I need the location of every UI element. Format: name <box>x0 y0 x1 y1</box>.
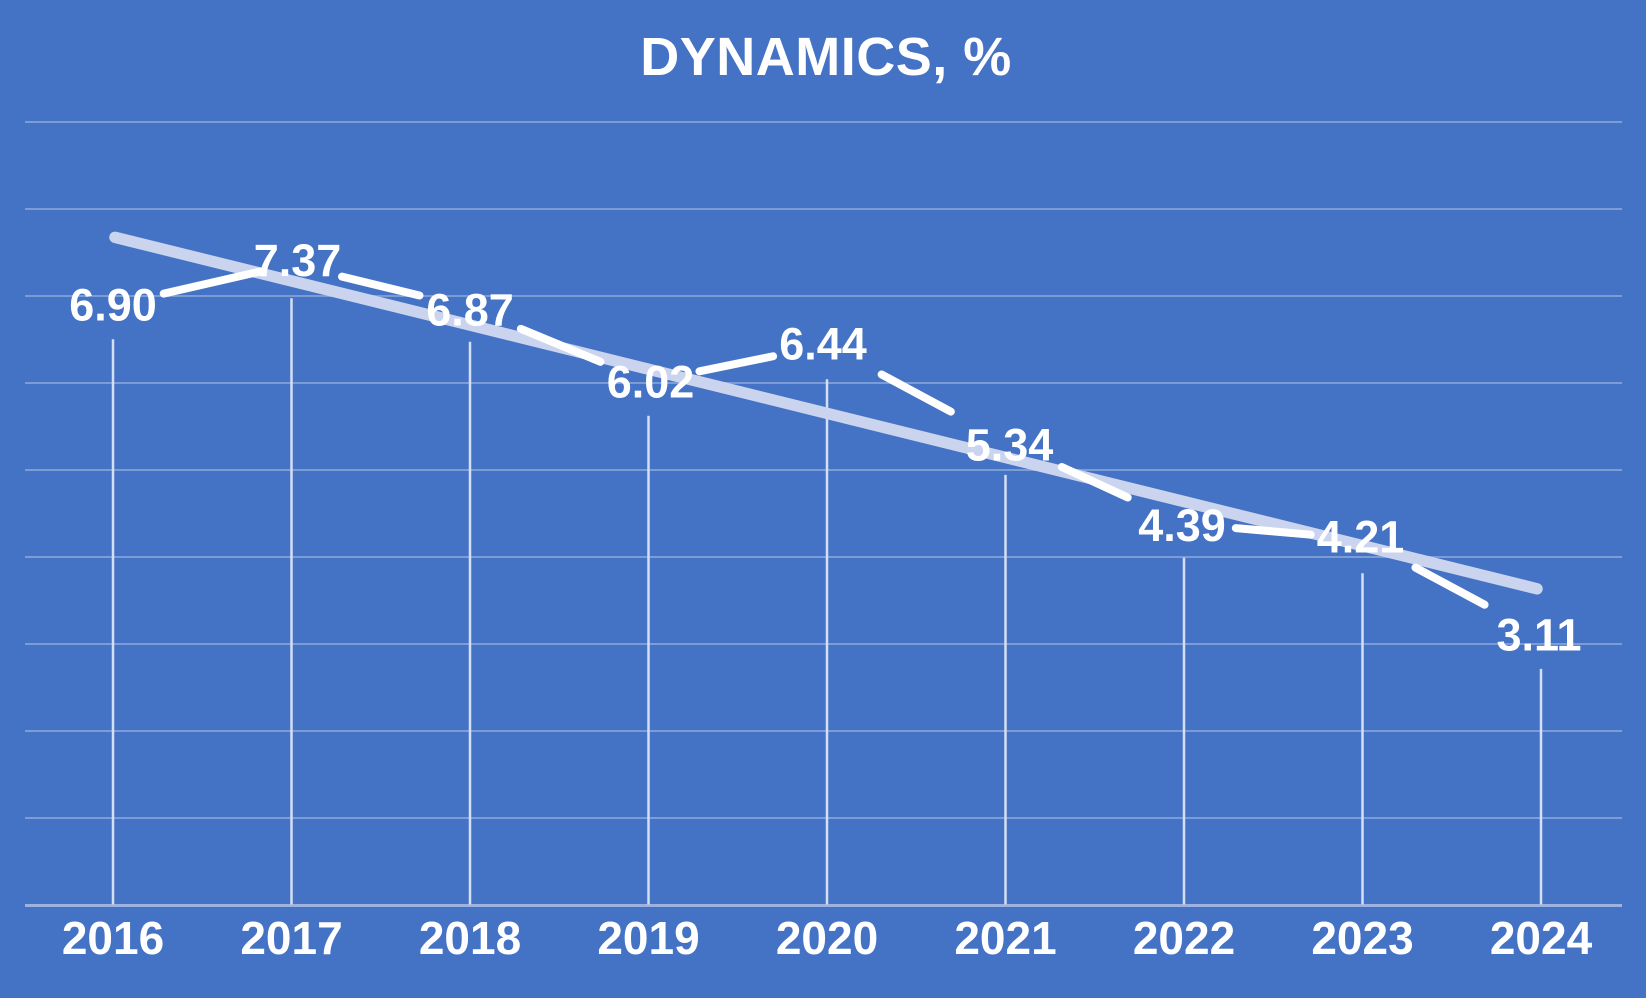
data-label: 7.37 <box>254 235 342 286</box>
data-label: 6.87 <box>426 284 514 335</box>
x-axis-label: 2020 <box>776 912 878 964</box>
x-axis-label: 2018 <box>419 912 521 964</box>
series-segment <box>1411 563 1489 609</box>
data-label: 5.34 <box>966 419 1054 470</box>
x-axis-label: 2016 <box>62 912 164 964</box>
data-label: 3.11 <box>1496 609 1581 660</box>
data-labels-group: 6.90 7.37 6.87 6.02 6.44 5.34 4.39 4.21 3.11 <box>69 235 1581 661</box>
series-segment <box>695 352 778 376</box>
series-segment <box>516 324 605 366</box>
series-segment <box>159 267 265 298</box>
drop-lines-group <box>111 298 1543 905</box>
x-axis-label: 2023 <box>1311 912 1413 964</box>
x-axis-label: 2021 <box>954 912 1056 964</box>
data-label: 6.02 <box>607 356 695 407</box>
x-axis-label: 2017 <box>240 912 342 964</box>
data-label: 6.44 <box>779 319 867 370</box>
x-axis-label: 2019 <box>597 912 699 964</box>
series-segment <box>338 272 424 300</box>
x-axis-labels-group: 2016 2017 2018 2019 2020 2021 2022 2023 2024 <box>62 912 1593 964</box>
series-segment <box>877 370 955 416</box>
chart-title: DYNAMICS, % <box>640 27 1012 87</box>
x-axis-label: 2022 <box>1133 912 1235 964</box>
data-label: 4.39 <box>1138 500 1226 551</box>
series-segment <box>1057 462 1132 502</box>
data-label: 6.90 <box>69 280 157 331</box>
series-line-group <box>159 267 1489 609</box>
x-axis-label: 2024 <box>1490 912 1593 964</box>
series-segment <box>1231 524 1315 539</box>
data-label: 4.21 <box>1317 512 1405 563</box>
